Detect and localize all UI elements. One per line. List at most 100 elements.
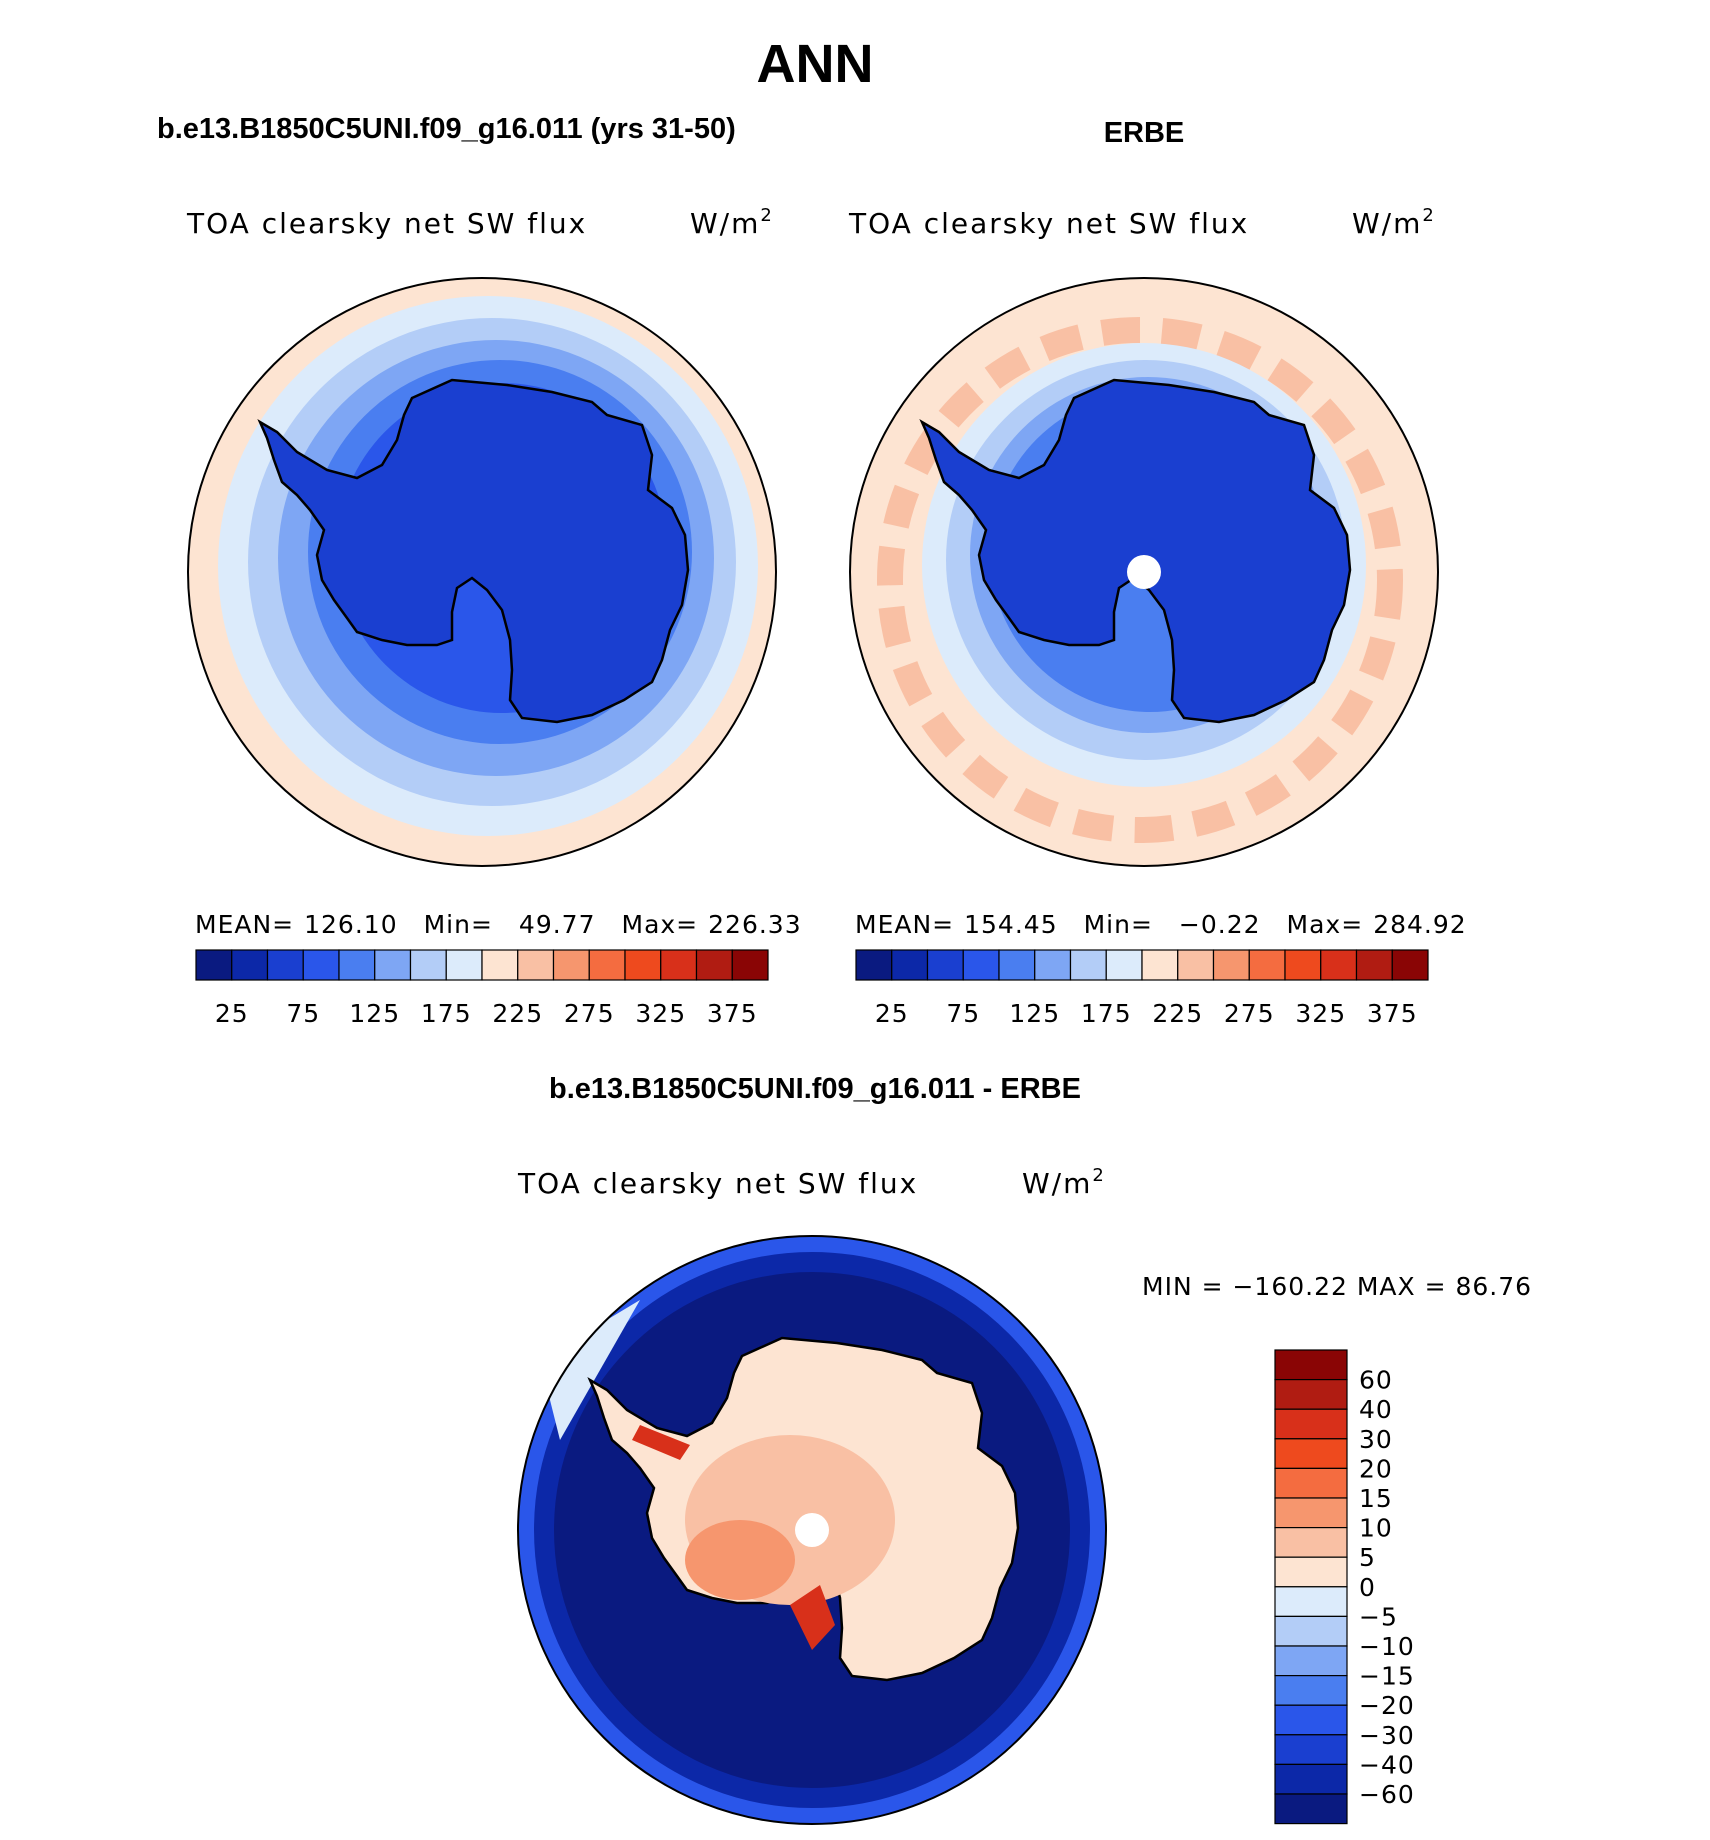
obs-colorbar-swatch bbox=[998, 949, 1036, 981]
model-colorbar-swatch bbox=[552, 949, 590, 981]
model-colorbar-swatch bbox=[302, 949, 340, 981]
model-colorbar-tick-label: 325 bbox=[635, 999, 686, 1028]
diff-colorbar-swatch bbox=[1274, 1763, 1348, 1795]
diff-colorbar-swatch bbox=[1274, 1467, 1348, 1499]
model-colorbar-swatch bbox=[517, 949, 555, 981]
obs-map-border bbox=[849, 277, 1439, 867]
model-colorbar-swatch bbox=[374, 949, 412, 981]
diff-colorbar-tick-label: 15 bbox=[1359, 1484, 1393, 1513]
obs-colorbar-swatch bbox=[855, 949, 893, 981]
diff-polar-map bbox=[518, 1236, 1106, 1824]
diff-colorbar-swatch bbox=[1274, 1586, 1348, 1618]
diff-colorbar-swatch bbox=[1274, 1793, 1348, 1825]
obs-colorbar-swatch bbox=[1069, 949, 1107, 981]
diff-colorbar-tick-label: −15 bbox=[1359, 1662, 1415, 1691]
obs-colorbar-tick-label: 175 bbox=[1081, 999, 1132, 1028]
obs-colorbar-swatch bbox=[891, 949, 929, 981]
page-title: ANN bbox=[757, 34, 874, 94]
diff-minmax-label: MIN = −160.22 MAX = 86.76 bbox=[1142, 1272, 1532, 1301]
diff-colorbar-swatch bbox=[1274, 1615, 1348, 1647]
obs-colorbar-swatch bbox=[1284, 949, 1322, 981]
obs-colorbar-tick-label: 225 bbox=[1152, 999, 1203, 1028]
obs-colorbar-swatch bbox=[1141, 949, 1179, 981]
diff-colorbar-swatch bbox=[1274, 1497, 1348, 1529]
diff-colorbar-swatch bbox=[1274, 1408, 1348, 1440]
obs-colorbar-tick-label: 275 bbox=[1224, 999, 1275, 1028]
obs-colorbar-swatch bbox=[1248, 949, 1286, 981]
model-colorbar-tick-label: 75 bbox=[286, 999, 320, 1028]
model-colorbar-swatch bbox=[338, 949, 376, 981]
model-colorbar-swatch bbox=[231, 949, 269, 981]
obs-colorbar-tick-label: 125 bbox=[1009, 999, 1060, 1028]
diff-colorbar-swatch bbox=[1274, 1349, 1348, 1381]
obs-units-label: W/m2 bbox=[1352, 205, 1436, 240]
diff-colorbar-tick-label: −30 bbox=[1359, 1721, 1415, 1750]
model-colorbar-tick-label: 175 bbox=[421, 999, 472, 1028]
diff-colorbar-swatch bbox=[1274, 1556, 1348, 1588]
obs-colorbar-swatch bbox=[1034, 949, 1072, 981]
model-colorbar-swatch bbox=[588, 949, 626, 981]
diff-colorbar-swatch bbox=[1274, 1734, 1348, 1766]
model-variable-label: TOA clearsky net SW flux bbox=[186, 207, 587, 240]
model-polar-map bbox=[188, 278, 776, 866]
obs-colorbar bbox=[855, 949, 1429, 981]
obs-colorbar-swatch bbox=[1391, 949, 1429, 981]
diff-variable-label: TOA clearsky net SW flux bbox=[517, 1167, 918, 1200]
diff-colorbar-tick-label: 0 bbox=[1359, 1573, 1376, 1602]
model-colorbar-swatch bbox=[695, 949, 733, 981]
diff-colorbar-tick-label: 40 bbox=[1359, 1395, 1393, 1424]
model-colorbar-swatch bbox=[409, 949, 447, 981]
model-colorbar-swatch bbox=[266, 949, 304, 981]
model-colorbar-swatch bbox=[195, 949, 233, 981]
diff-colorbar-tick-label: −60 bbox=[1359, 1780, 1415, 1809]
diff-colorbar-tick-label: 5 bbox=[1359, 1543, 1376, 1572]
model-colorbar-tick-label: 375 bbox=[707, 999, 758, 1028]
model-case-title: b.e13.B1850C5UNI.f09_g16.011 (yrs 31-50) bbox=[157, 113, 736, 145]
obs-colorbar-ticks: 25 75 125 175 225 275 325 375 bbox=[875, 999, 1418, 1028]
obs-stats: MEAN= 154.45 Min= −0.22 Max= 284.92 bbox=[855, 910, 1467, 939]
model-colorbar-swatch bbox=[445, 949, 483, 981]
obs-colorbar-swatch bbox=[926, 949, 964, 981]
model-colorbar-swatch bbox=[624, 949, 662, 981]
obs-colorbar-tick-label: 375 bbox=[1367, 999, 1418, 1028]
model-colorbar-ticks: 25 75 125 175 225 275 325 375 bbox=[215, 999, 758, 1028]
diff-colorbar-swatch bbox=[1274, 1674, 1348, 1706]
diff-colorbar-tick-label: 30 bbox=[1359, 1425, 1393, 1454]
obs-colorbar-tick-label: 325 bbox=[1295, 999, 1346, 1028]
obs-colorbar-swatch bbox=[1355, 949, 1393, 981]
diff-colorbar-swatch bbox=[1274, 1438, 1348, 1470]
obs-colorbar-swatch bbox=[1177, 949, 1215, 981]
diff-colorbar-tick-label: 10 bbox=[1359, 1514, 1393, 1543]
obs-colorbar-swatch bbox=[1320, 949, 1358, 981]
model-map-border bbox=[187, 277, 777, 867]
diff-colorbar-tick-label: −10 bbox=[1359, 1632, 1415, 1661]
model-stats: MEAN= 126.10 Min= 49.77 Max= 226.33 bbox=[195, 910, 802, 939]
model-colorbar-swatch bbox=[481, 949, 519, 981]
diff-colorbar-tick-label: −40 bbox=[1359, 1750, 1415, 1779]
obs-colorbar-tick-label: 75 bbox=[946, 999, 980, 1028]
obs-colorbar-swatch bbox=[1105, 949, 1143, 981]
model-units-label: W/m2 bbox=[690, 205, 774, 240]
obs-case-title: ERBE bbox=[1104, 117, 1185, 149]
diff-colorbar-swatch bbox=[1274, 1704, 1348, 1736]
diff-colorbar-tick-label: 20 bbox=[1359, 1454, 1393, 1483]
model-colorbar-swatch bbox=[660, 949, 698, 981]
diff-colorbar-swatch bbox=[1274, 1378, 1348, 1410]
obs-variable-label: TOA clearsky net SW flux bbox=[848, 207, 1249, 240]
model-colorbar-tick-label: 25 bbox=[215, 999, 249, 1028]
obs-colorbar-swatch bbox=[962, 949, 1000, 981]
diff-map-border bbox=[517, 1235, 1107, 1825]
diff-case-title: b.e13.B1850C5UNI.f09_g16.011 - ERBE bbox=[549, 1073, 1081, 1105]
model-colorbar-tick-label: 125 bbox=[349, 999, 400, 1028]
diff-colorbar-tick-label: 60 bbox=[1359, 1366, 1393, 1395]
model-colorbar-swatch bbox=[731, 949, 769, 981]
obs-colorbar-swatch bbox=[1212, 949, 1250, 981]
diff-colorbar-tick-label: −20 bbox=[1359, 1691, 1415, 1720]
diff-colorbar bbox=[1274, 1349, 1348, 1825]
diff-colorbar-tick-label: −5 bbox=[1359, 1602, 1398, 1631]
diff-colorbar-swatch bbox=[1274, 1645, 1348, 1677]
model-colorbar-tick-label: 225 bbox=[492, 999, 543, 1028]
model-colorbar bbox=[195, 949, 769, 981]
